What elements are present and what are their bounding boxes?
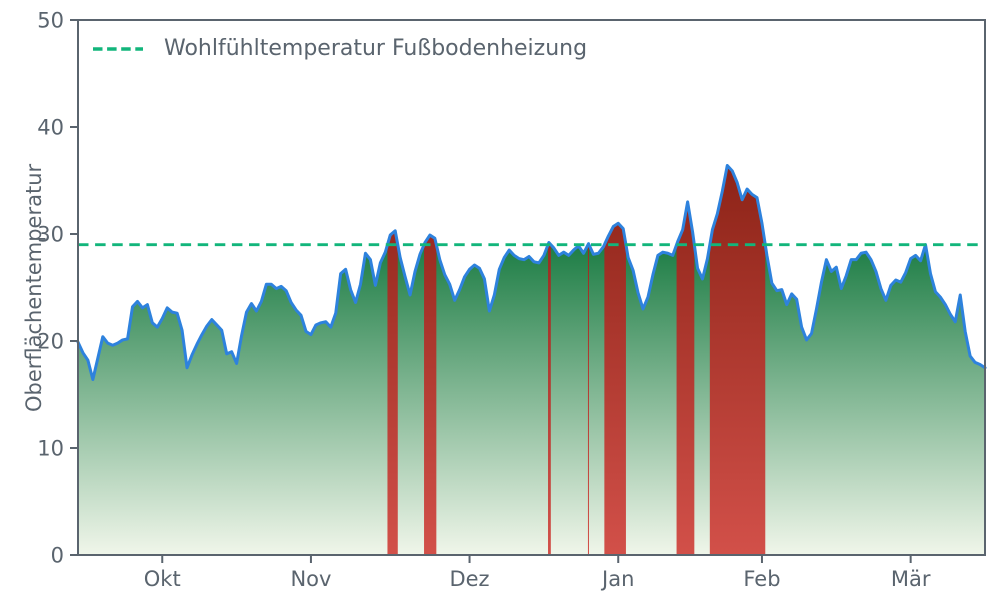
plot-border — [77, 19, 986, 556]
exceedance-band — [604, 223, 626, 556]
x-tick-label: Feb — [743, 567, 780, 591]
exceedance-band — [587, 243, 589, 555]
y-tick-label: 0 — [51, 544, 64, 568]
x-tick-label: Dez — [449, 567, 489, 591]
x-tick-label: Jan — [600, 567, 634, 591]
temperature-area — [78, 165, 985, 555]
y-tick-label: 10 — [37, 437, 64, 461]
exceedance-band — [676, 201, 695, 555]
x-tick-label: Nov — [290, 567, 331, 591]
x-tick-label: Okt — [144, 567, 181, 591]
legend-label: Wohlfühltemperatur Fußbodenheizung — [164, 36, 588, 61]
y-tick-label: 50 — [37, 9, 64, 33]
exceedance-band — [709, 165, 766, 555]
temperature-line — [76, 164, 987, 382]
threshold-dash-sample-icon — [93, 46, 143, 51]
x-tick-label: Mär — [891, 567, 931, 591]
y-tick-label: 30 — [37, 223, 64, 247]
y-tick-label: 20 — [37, 330, 64, 354]
legend: Wohlfühltemperatur Fußbodenheizung — [93, 36, 587, 61]
exceedance-band — [424, 235, 437, 555]
y-tick-label: 40 — [37, 116, 64, 140]
y-axis-label: Oberflächentemperatur — [22, 163, 46, 412]
exceedance-band — [548, 242, 551, 555]
exceedance-band — [387, 230, 398, 556]
